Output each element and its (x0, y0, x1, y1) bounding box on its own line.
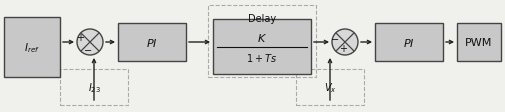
Bar (456, 24, 500, 61)
Text: $PI$: $PI$ (146, 37, 158, 49)
Text: $-$: $-$ (83, 44, 92, 54)
Text: $I_{23}$: $I_{23}$ (87, 80, 100, 94)
Text: $I_{ref}$: $I_{ref}$ (24, 41, 40, 54)
Text: +: + (76, 33, 84, 43)
Text: +: + (338, 44, 346, 54)
Text: $K$: $K$ (257, 31, 267, 43)
Bar (4, 18, 60, 77)
Bar (208, 6, 316, 77)
Bar (213, 20, 311, 74)
Bar (295, 69, 363, 105)
Bar (60, 69, 128, 105)
Circle shape (77, 30, 103, 56)
Text: $PI$: $PI$ (402, 37, 414, 49)
Text: $V_x$: $V_x$ (323, 80, 336, 94)
Text: Delay: Delay (247, 14, 276, 24)
Text: $-$: $-$ (330, 33, 339, 43)
Bar (374, 24, 442, 61)
Circle shape (331, 30, 358, 56)
Text: PWM: PWM (465, 38, 492, 48)
Bar (118, 24, 186, 61)
Text: $1 +  Ts$: $1 + Ts$ (246, 52, 277, 64)
